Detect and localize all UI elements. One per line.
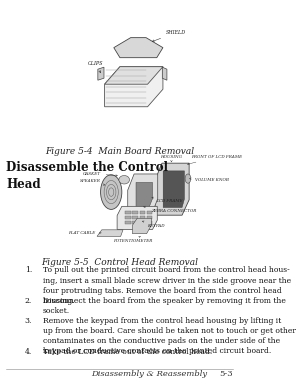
Text: SHIELD: SHIELD — [152, 30, 186, 42]
Text: 1.: 1. — [25, 267, 32, 274]
Bar — [140, 211, 145, 214]
Polygon shape — [105, 67, 163, 84]
Bar — [133, 216, 138, 219]
Text: FRONT OF LCD FRAME: FRONT OF LCD FRAME — [188, 155, 243, 165]
Text: FLAT CABLE: FLAT CABLE — [68, 231, 101, 235]
Circle shape — [185, 174, 191, 183]
Bar — [147, 211, 152, 214]
Bar — [125, 221, 130, 224]
Text: Disconnect the board from the speaker by removing it from the
socket.: Disconnect the board from the speaker by… — [43, 297, 286, 315]
Text: 2.: 2. — [25, 297, 32, 305]
Bar — [140, 221, 145, 224]
Bar — [125, 216, 130, 219]
Circle shape — [100, 175, 122, 210]
Polygon shape — [162, 67, 167, 80]
Text: Take the LCD frame out of the control head.: Take the LCD frame out of the control he… — [43, 348, 212, 356]
Text: CLIPS: CLIPS — [88, 61, 103, 73]
Bar — [140, 216, 145, 219]
Text: ZEBRA CONNECTOR: ZEBRA CONNECTOR — [143, 206, 197, 213]
Ellipse shape — [119, 175, 130, 184]
Text: To pull out the printed circuit board from the control head hous-
ing, insert a : To pull out the printed circuit board fr… — [43, 267, 291, 305]
Bar — [133, 221, 138, 224]
Text: Figure 5-5  Control Head Removal: Figure 5-5 Control Head Removal — [41, 258, 198, 267]
Polygon shape — [117, 206, 157, 229]
Polygon shape — [133, 218, 152, 234]
Text: 4.: 4. — [25, 348, 32, 356]
Text: 5-3: 5-3 — [219, 370, 233, 378]
Polygon shape — [114, 38, 163, 58]
Text: LCD FRAME: LCD FRAME — [152, 197, 183, 203]
Text: KEYPAD: KEYPAD — [142, 221, 164, 228]
Text: Remove the keypad from the control head housing by lifting it
up from the board.: Remove the keypad from the control head … — [43, 317, 296, 355]
Text: POTENTIOMETER: POTENTIOMETER — [113, 236, 152, 243]
Polygon shape — [105, 67, 163, 107]
Text: VOLUME KNOB: VOLUME KNOB — [189, 178, 229, 182]
Text: GASKET: GASKET — [82, 171, 117, 176]
Text: SPEAKER: SPEAKER — [80, 178, 105, 185]
Polygon shape — [128, 174, 158, 215]
Polygon shape — [97, 230, 123, 236]
Bar — [147, 216, 152, 219]
Bar — [147, 221, 152, 224]
Polygon shape — [98, 67, 104, 80]
Bar — [133, 211, 138, 214]
Bar — [125, 211, 130, 214]
Text: Disassembly & Reassembly: Disassembly & Reassembly — [91, 370, 207, 378]
Text: Figure 5-4  Main Board Removal: Figure 5-4 Main Board Removal — [45, 147, 194, 156]
Polygon shape — [155, 163, 189, 215]
Polygon shape — [136, 182, 152, 208]
Text: HOUSING: HOUSING — [160, 155, 182, 162]
Text: 3.: 3. — [25, 317, 32, 325]
Polygon shape — [163, 171, 184, 208]
Text: Disassemble the Control
Head: Disassemble the Control Head — [6, 161, 168, 191]
